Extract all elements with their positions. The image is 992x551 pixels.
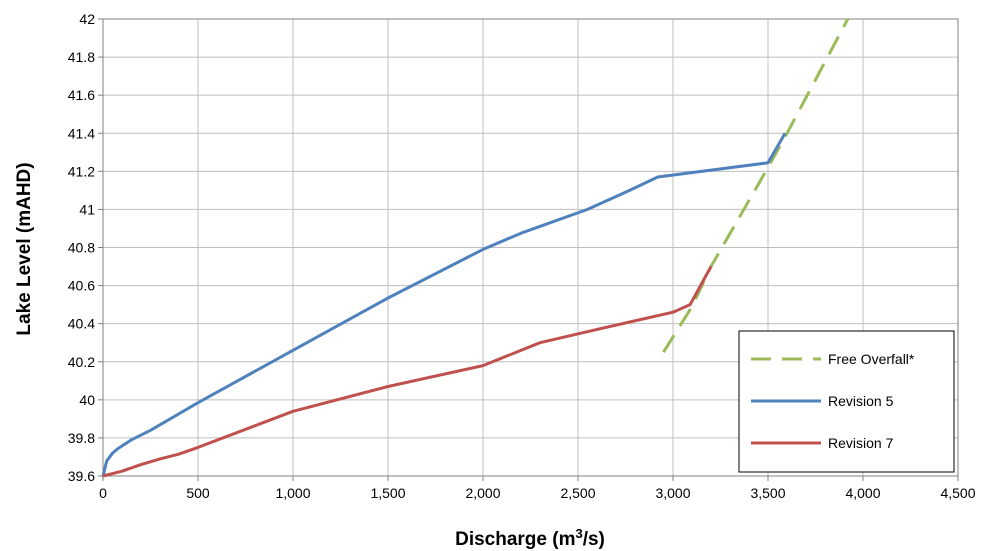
y-tick-label: 41.6 xyxy=(68,87,95,103)
x-tick-label: 2,500 xyxy=(560,485,595,501)
x-axis: 0 500 1,000 1,500 2,000 2,500 3,000 3,500 4,000 4… xyxy=(99,476,976,501)
y-tick-label: 41.4 xyxy=(68,125,95,141)
series-line-revision-7 xyxy=(102,265,713,478)
y-tick-label: 40.6 xyxy=(68,278,95,294)
legend-label-revision-7: Revision 7 xyxy=(828,435,894,451)
y-tick-label: 40 xyxy=(79,392,95,408)
x-tick-label: 4,000 xyxy=(845,485,880,501)
x-tick-label: 4,500 xyxy=(940,485,975,501)
x-tick-label: 0 xyxy=(99,485,107,501)
y-tick-label: 41.8 xyxy=(68,49,95,65)
legend-label-revision-5: Revision 5 xyxy=(828,393,894,409)
series-line-revision-5 xyxy=(101,132,787,477)
x-tick-label: 1,000 xyxy=(275,485,310,501)
y-tick-label: 42 xyxy=(79,11,95,27)
y-tick-label: 41.2 xyxy=(68,163,95,179)
series-lines xyxy=(101,18,850,478)
y-tick-label: 40.8 xyxy=(68,240,95,256)
legend: Free Overfall* Revision 5 Revision 7 xyxy=(738,330,955,473)
x-tick-label: 3,000 xyxy=(655,485,690,501)
y-tick-label: 39.6 xyxy=(68,468,95,484)
series-line-free-overfall xyxy=(662,18,850,353)
y-tick-label: 40.2 xyxy=(68,354,95,370)
x-tick-label: 2,000 xyxy=(465,485,500,501)
y-tick-label: 39.8 xyxy=(68,430,95,446)
y-axis-title: Lake Level (mAHD) xyxy=(14,162,35,335)
x-tick-label: 500 xyxy=(186,485,210,501)
x-axis-title: Discharge (m3/s) xyxy=(455,526,605,550)
y-axis: 39.6 39.8 40 40.2 40.4 40.6 40.8 41 41.2 41.4 41.6… xyxy=(68,11,103,484)
legend-label-free-overfall: Free Overfall* xyxy=(828,351,915,367)
y-tick-label: 41 xyxy=(79,201,95,217)
y-tick-label: 40.4 xyxy=(68,316,95,332)
x-tick-label: 1,500 xyxy=(370,485,405,501)
x-tick-label: 3,500 xyxy=(750,485,785,501)
